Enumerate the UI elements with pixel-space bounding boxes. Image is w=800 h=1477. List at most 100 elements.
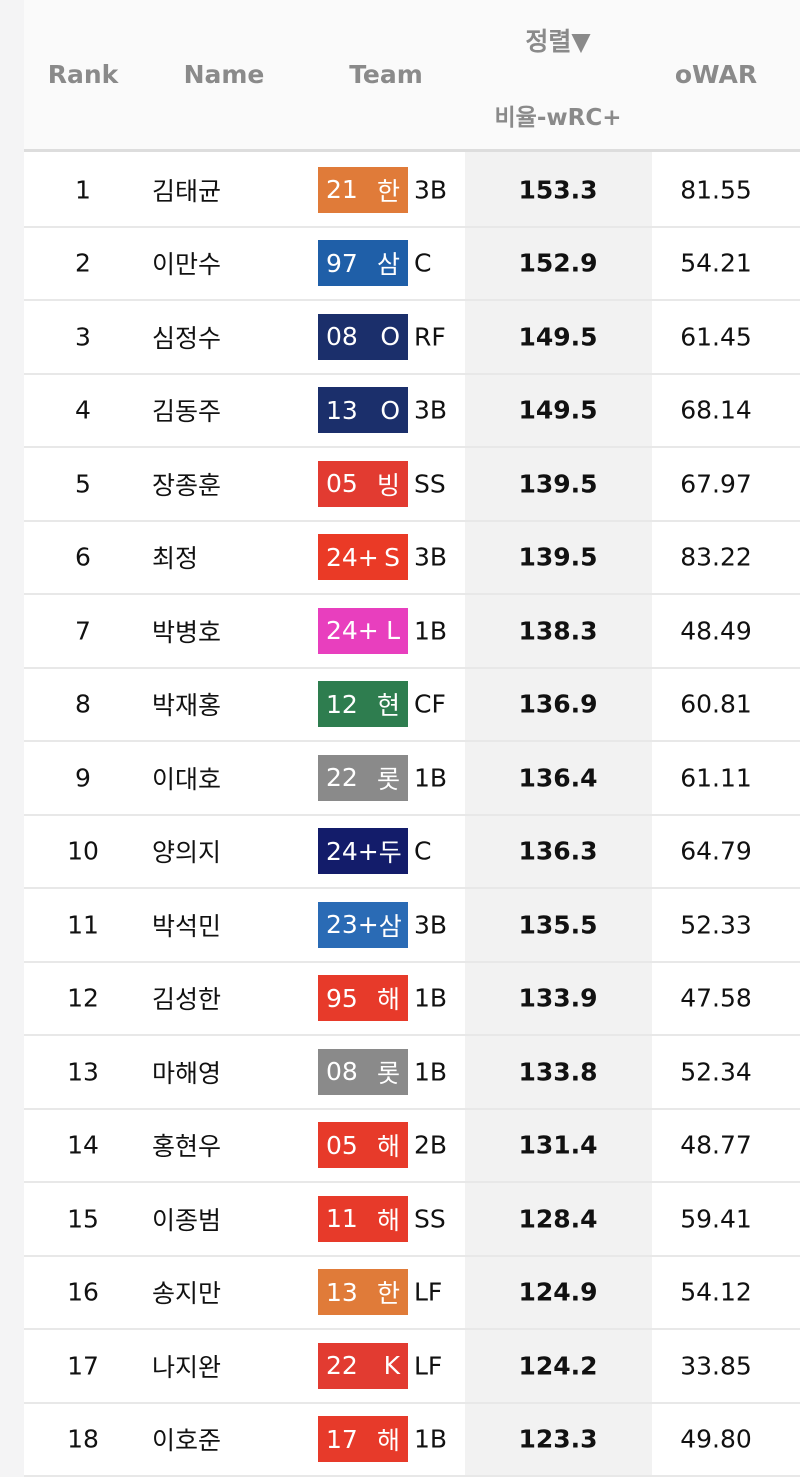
team-year: 08 (326, 1057, 358, 1086)
team-code: K (384, 1351, 400, 1380)
table-row[interactable]: 7 박병호 24+L 1B 138.3 48.49 (24, 595, 800, 669)
header-team[interactable]: Team (349, 60, 423, 89)
rank: 17 (67, 1351, 99, 1380)
team-year: 13 (326, 396, 358, 425)
position: 3B (414, 396, 447, 425)
owar: 48.49 (680, 616, 752, 645)
table-row[interactable]: 6 최정 24+S 3B 139.5 83.22 (24, 522, 800, 596)
team-code: 두 (379, 833, 402, 869)
owar: 52.34 (680, 1057, 752, 1086)
team-year: 24+ (326, 616, 379, 645)
header-wrc-plus[interactable]: 비율-wRC+ (495, 98, 622, 132)
wrc-plus: 149.5 (518, 322, 597, 351)
rank: 2 (75, 249, 91, 278)
owar: 61.11 (680, 763, 752, 792)
player-name[interactable]: 마해영 (152, 1054, 221, 1090)
team-badge: 23+삼 (318, 902, 408, 948)
table-row[interactable]: 11 박석민 23+삼 3B 135.5 52.33 (24, 889, 800, 963)
player-name[interactable]: 박석민 (152, 907, 221, 943)
sort-button[interactable]: 정렬▼ (525, 22, 590, 58)
owar: 59.41 (680, 1204, 752, 1233)
player-name[interactable]: 김동주 (152, 392, 221, 428)
rank: 8 (75, 690, 91, 719)
team-year: 17 (326, 1425, 358, 1454)
team-code: 삼 (377, 245, 400, 281)
team-year: 12 (326, 690, 358, 719)
player-name[interactable]: 장종훈 (152, 466, 221, 502)
player-name[interactable]: 송지만 (152, 1274, 221, 1310)
rank: 3 (75, 322, 91, 351)
player-name[interactable]: 김성한 (152, 980, 221, 1016)
team-code: O (380, 396, 400, 425)
wrc-plus: 133.9 (518, 984, 597, 1013)
team-year: 11 (326, 1204, 358, 1233)
rank: 1 (75, 175, 91, 204)
player-name[interactable]: 김태균 (152, 172, 221, 208)
position: CF (414, 690, 446, 719)
player-name[interactable]: 박병호 (152, 613, 221, 649)
player-name[interactable]: 이종범 (152, 1201, 221, 1237)
player-name[interactable]: 이호준 (152, 1421, 221, 1457)
player-name[interactable]: 이만수 (152, 245, 221, 281)
position: C (414, 249, 431, 278)
wrc-plus: 133.8 (518, 1057, 597, 1086)
team-year: 22 (326, 763, 358, 792)
rank: 14 (67, 1131, 99, 1160)
header-rank[interactable]: Rank (48, 60, 119, 89)
player-name[interactable]: 이대호 (152, 760, 221, 796)
wrc-plus: 131.4 (518, 1131, 597, 1160)
team-badge: 22 롯 (318, 755, 408, 801)
table-header: Rank Name Team 정렬▼ 비율-wRC+ oWAR (24, 0, 800, 152)
header-name[interactable]: Name (184, 60, 265, 89)
team-code: L (386, 616, 400, 645)
owar: 52.33 (680, 910, 752, 939)
wrc-plus: 136.9 (518, 690, 597, 719)
team-code: 현 (377, 686, 400, 722)
player-name[interactable]: 심정수 (152, 319, 221, 355)
owar: 47.58 (680, 984, 752, 1013)
rank: 13 (67, 1057, 99, 1086)
position: SS (414, 469, 446, 498)
player-name[interactable]: 양의지 (152, 833, 221, 869)
owar: 83.22 (680, 543, 752, 572)
position: 2B (414, 1131, 447, 1160)
team-code: 한 (377, 1274, 400, 1310)
team-year: 05 (326, 469, 358, 498)
player-name[interactable]: 홍현우 (152, 1127, 221, 1163)
player-name[interactable]: 최정 (152, 539, 198, 575)
player-name[interactable]: 박재홍 (152, 686, 221, 722)
wrc-plus: 139.5 (518, 543, 597, 572)
wrc-plus: 136.3 (518, 837, 597, 866)
wrc-plus: 152.9 (518, 249, 597, 278)
rank: 6 (75, 543, 91, 572)
rank: 7 (75, 616, 91, 645)
position: 1B (414, 763, 447, 792)
wrc-plus: 139.5 (518, 469, 597, 498)
table-row[interactable]: 10 양의지 24+두 C 136.3 64.79 (24, 816, 800, 890)
player-name[interactable]: 나지완 (152, 1348, 221, 1384)
header-owar[interactable]: oWAR (675, 60, 757, 89)
team-code: 롯 (377, 760, 400, 796)
team-code: 빙 (377, 466, 400, 502)
